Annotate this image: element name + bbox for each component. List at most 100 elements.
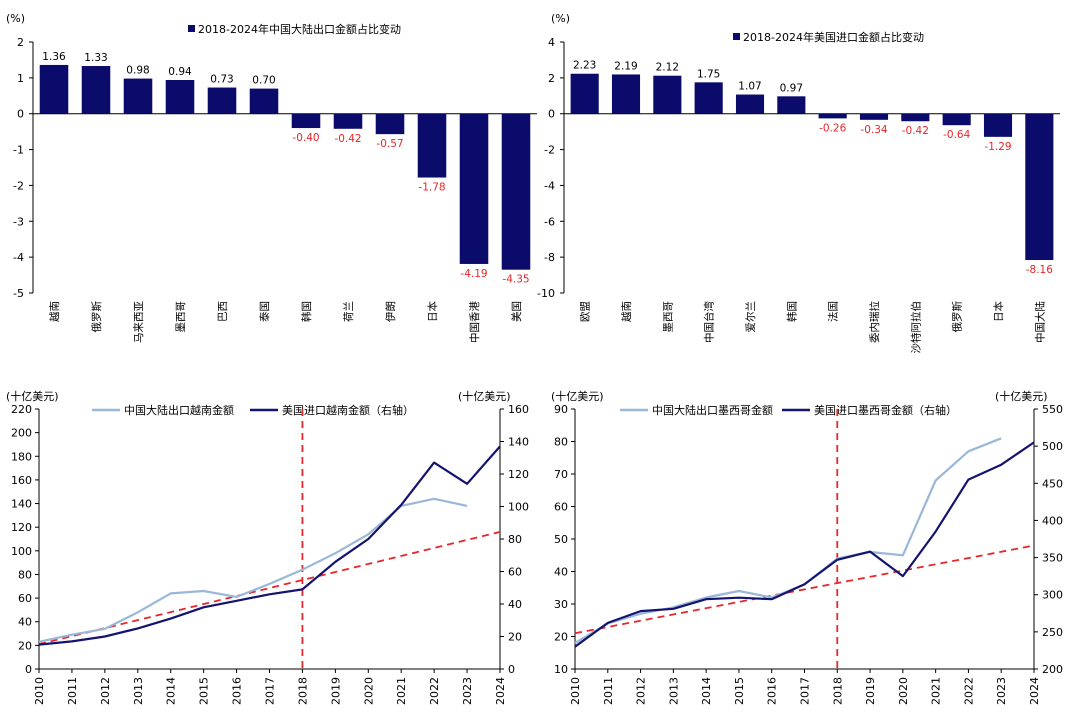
- x-tick-label: 2021: [930, 677, 943, 705]
- bar-value-label: 1.75: [697, 68, 720, 80]
- y-tick-label: -2: [544, 144, 555, 157]
- left-tick-label: 100: [11, 545, 32, 558]
- bar: [735, 94, 765, 114]
- chart-us-import-share-change: (%) 2018-2024年美国进口金额占比变动 4 2 0 -2 -4 -6 -8 -10 2…: [537, 12, 1060, 354]
- chart2-unit-label: (%): [551, 12, 570, 25]
- y-tick-label: 0: [17, 108, 24, 121]
- x-tick-label: 2016: [766, 677, 779, 705]
- left-tick-label: 120: [11, 521, 32, 534]
- left-tick-label: 80: [18, 568, 32, 581]
- bar-value-label: -1.78: [418, 182, 445, 194]
- left-tick-label: 40: [18, 616, 32, 629]
- category-label: 美国: [510, 301, 523, 322]
- bar: [818, 113, 847, 119]
- chart4-left-unit: (十亿美元): [551, 389, 604, 403]
- x-tick-label: 2017: [799, 677, 812, 705]
- bar-value-label: -0.40: [292, 132, 319, 144]
- category-label: 越南: [48, 301, 61, 322]
- bar: [859, 113, 889, 120]
- x-tick-label: 2024: [1028, 677, 1041, 705]
- x-tick-label: 2015: [733, 677, 746, 705]
- x-tick-label: 2010: [569, 677, 582, 705]
- x-tick-label: 2022: [962, 677, 975, 705]
- left-tick-label: 80: [554, 436, 568, 449]
- y-tick-label: 2: [17, 36, 24, 49]
- y-tick-label: -4: [13, 251, 24, 264]
- bar-value-label: -0.64: [943, 129, 970, 141]
- category-label: 委内瑞拉: [868, 301, 881, 343]
- bar-value-label: 0.98: [126, 65, 149, 77]
- bar: [459, 113, 489, 264]
- x-tick-label: 2019: [329, 677, 342, 705]
- y-tick-label: 0: [548, 108, 555, 121]
- chart3-left-unit: (十亿美元): [6, 389, 59, 403]
- bar-value-label: -4.35: [502, 274, 529, 286]
- chart1-plot: 2 1 0 -1 -2 -3 -4 -5 1.36 越南 1.33 俄罗斯 0.98 马来西亚 0.94 墨西…: [13, 36, 537, 343]
- left-tick-label: 140: [11, 498, 32, 511]
- category-label: 日本: [426, 301, 439, 322]
- right-tick-label: 40: [508, 598, 522, 611]
- x-tick-label: 2024: [494, 677, 507, 705]
- left-tick-label: 10: [554, 663, 568, 676]
- left-tick-label: 220: [11, 403, 32, 416]
- bar-value-label: 0.94: [168, 66, 192, 78]
- right-tick-label: 200: [1042, 663, 1063, 676]
- x-tick-label: 2013: [132, 677, 145, 705]
- chart1-legend-swatch: [188, 25, 195, 32]
- x-tick-label: 2011: [66, 677, 79, 705]
- bar-value-label: 2.19: [614, 60, 637, 72]
- right-tick-label: 350: [1042, 552, 1063, 565]
- bar-value-label: -0.42: [902, 125, 929, 137]
- bar: [249, 88, 279, 114]
- x-tick-label: 2022: [428, 677, 441, 705]
- bar: [901, 113, 930, 122]
- left-tick-label: 20: [554, 631, 568, 644]
- x-tick-label: 2020: [897, 677, 910, 705]
- category-label: 越南: [620, 301, 633, 322]
- chart4-legend-light: 中国大陆出口墨西哥金额: [652, 403, 773, 417]
- left-tick-label: 0: [25, 663, 32, 676]
- right-tick-label: 0: [508, 663, 515, 676]
- bar: [653, 75, 682, 114]
- category-label: 欧盟: [580, 301, 592, 322]
- category-label: 墨西哥: [175, 301, 187, 333]
- left-tick-label: 90: [554, 403, 568, 416]
- category-label: 墨西哥: [662, 301, 674, 333]
- bar: [81, 66, 111, 114]
- x-tick-label: 2019: [864, 677, 877, 705]
- left-tick-label: 60: [554, 501, 568, 514]
- y-tick-label: -3: [13, 215, 24, 228]
- bar-value-label: -0.57: [376, 138, 403, 150]
- bar: [207, 87, 237, 114]
- left-tick-label: 50: [554, 533, 568, 546]
- x-tick-label: 2015: [198, 677, 211, 705]
- x-tick-label: 2023: [461, 677, 474, 705]
- left-tick-label: 200: [11, 427, 32, 440]
- right-tick-label: 140: [508, 436, 529, 449]
- bar: [333, 113, 363, 129]
- y-tick-label: 2: [548, 72, 555, 85]
- category-label: 俄罗斯: [90, 301, 103, 333]
- chart4-legend-dark: 美国进口墨西哥金额（右轴）: [814, 403, 957, 417]
- series-line-us-import: [38, 445, 501, 646]
- bar: [777, 96, 806, 114]
- category-label: 荷兰: [342, 301, 355, 322]
- chart4-plot: 10 20 30 40 50 60 70 80 90 200 250 300 350 400 450 500 5…: [554, 403, 1063, 705]
- y-tick-label: -10: [537, 287, 555, 300]
- chart-china-export-share-change: (%) 2018-2024年中国大陆出口金额占比变动 2 1 0 -1 -2 -3 -4 -5…: [6, 12, 537, 343]
- series-line-us-import: [574, 441, 1035, 648]
- right-tick-label: 80: [508, 533, 522, 546]
- y-tick-label: 1: [17, 72, 24, 85]
- x-tick-label: 2012: [99, 677, 112, 705]
- right-tick-label: 60: [508, 566, 522, 579]
- category-label: 法国: [827, 301, 840, 322]
- chart3-legend-light: 中国大陆出口越南金额: [124, 403, 234, 417]
- bar-value-label: 1.07: [738, 81, 761, 93]
- right-tick-label: 300: [1042, 589, 1063, 602]
- chart2-legend-swatch: [733, 33, 740, 40]
- x-tick-label: 2018: [296, 677, 309, 705]
- x-tick-label: 2014: [165, 677, 178, 705]
- bar-value-label: 1.33: [84, 52, 107, 64]
- chart4-right-unit: (十亿美元): [995, 389, 1048, 403]
- x-tick-label: 2023: [995, 677, 1008, 705]
